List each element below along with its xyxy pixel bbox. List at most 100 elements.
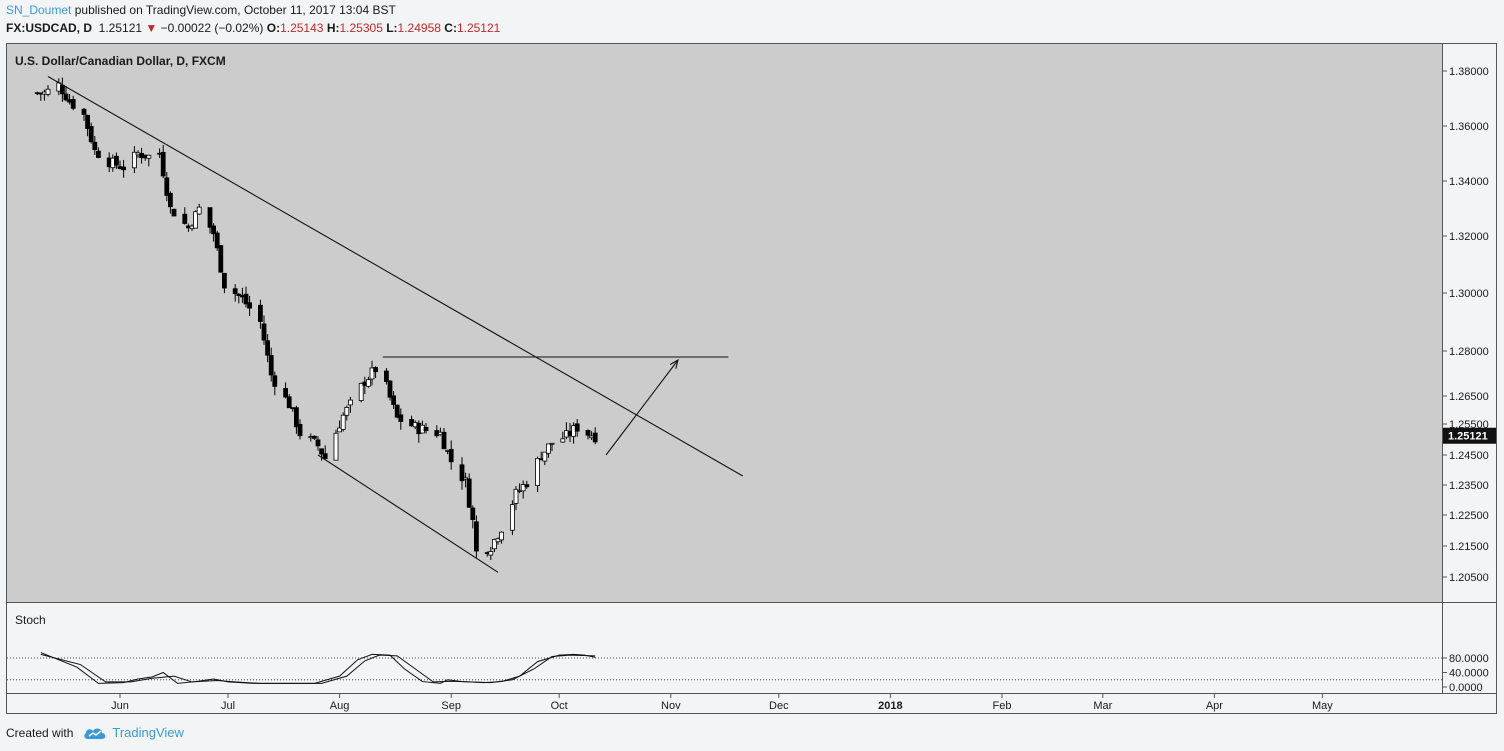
publish-info: SN_Doumet published on TradingView.com, … <box>6 3 396 17</box>
candle-body <box>383 370 389 382</box>
candle-body <box>423 426 429 432</box>
price-tick-label: 1.20500 <box>1449 572 1489 584</box>
candle-body <box>218 245 224 273</box>
candle-body <box>448 448 454 463</box>
candle-body <box>574 423 580 432</box>
candle-body <box>391 395 397 405</box>
stoch-k-line <box>40 652 596 684</box>
candle-body <box>232 288 238 295</box>
candle-body <box>243 293 249 305</box>
high-label: H: <box>326 21 340 35</box>
candle-body <box>463 477 469 480</box>
candle-body <box>398 414 404 422</box>
candle-body <box>171 208 177 217</box>
stoch-d-line <box>40 653 596 684</box>
candle-body <box>221 272 227 289</box>
candle-body <box>311 435 317 439</box>
main-pane <box>7 44 1442 602</box>
tradingview-logo[interactable]: TradingView <box>83 725 184 740</box>
candle-body <box>358 382 364 401</box>
time-tick-label: Apr <box>1206 700 1223 712</box>
symbol[interactable]: FX:USDCAD, D <box>6 21 92 35</box>
stoch-label: Stoch <box>15 613 46 627</box>
time-tick-label: 2018 <box>878 700 902 712</box>
candle-body <box>542 451 548 462</box>
low-label: L: <box>386 21 398 35</box>
author-link[interactable]: SN_Doumet <box>6 3 72 17</box>
footer: Created with TradingView <box>6 725 184 740</box>
candle-body <box>315 439 321 447</box>
low-value: 1.24958 <box>397 21 441 35</box>
candle-body <box>207 207 213 228</box>
tradingview-link[interactable]: TradingView <box>112 725 184 740</box>
open-value: 1.25143 <box>280 21 324 35</box>
candle-body <box>92 141 98 151</box>
candle-body <box>261 323 267 341</box>
candle-body <box>272 375 278 387</box>
price-axis[interactable] <box>1442 44 1496 693</box>
resistance-trendline[interactable] <box>47 76 744 477</box>
price-tick-label: 1.38000 <box>1449 66 1489 78</box>
candle-body <box>247 302 253 309</box>
symbol-info: FX:USDCAD, D 1.25121 ▼ −0.00022 (−0.02%)… <box>6 21 500 35</box>
candle-body <box>182 213 188 224</box>
open-label: O: <box>266 21 281 35</box>
stoch-tick-label: 40.0000 <box>1449 668 1489 680</box>
current-price-tag <box>1443 427 1496 444</box>
candle-body <box>441 431 447 450</box>
candle-body <box>470 507 476 520</box>
candle-body <box>369 367 375 380</box>
created-with-text: Created with <box>6 725 74 740</box>
candle-body <box>520 484 526 492</box>
time-tick-label: Dec <box>769 700 789 712</box>
candle-body <box>473 521 479 552</box>
candle-body <box>394 404 400 418</box>
candle-body <box>499 531 505 541</box>
down-triangle-icon: ▼ <box>145 21 158 35</box>
price-tick-label: 1.28000 <box>1449 346 1489 358</box>
price-tick-label: 1.23500 <box>1449 480 1489 492</box>
candle-body <box>592 432 598 443</box>
candle-body <box>88 126 94 143</box>
candle-body <box>60 84 65 95</box>
last-price: 1.25121 <box>98 21 143 35</box>
candle-body <box>344 406 350 416</box>
price-tick-label: 1.32000 <box>1449 231 1489 243</box>
time-tick-label: Mar <box>1093 700 1112 712</box>
candle-body <box>466 478 472 508</box>
candle-body <box>337 427 343 433</box>
close-label: C: <box>444 21 457 35</box>
stoch-tick-label: 0.0000 <box>1449 682 1483 694</box>
candle-body <box>549 442 555 445</box>
candle-body <box>513 488 519 504</box>
candle-body <box>546 443 551 454</box>
candle-body <box>585 429 591 436</box>
close-value: 1.25121 <box>456 21 501 35</box>
candle-body <box>214 232 220 249</box>
time-tick-label: Jun <box>111 700 129 712</box>
candle-body <box>459 464 465 482</box>
candle-body <box>322 453 328 459</box>
support-trendline[interactable] <box>317 454 499 573</box>
arrow-line[interactable] <box>605 359 679 456</box>
candle-body <box>63 93 69 101</box>
candle-body <box>365 379 371 387</box>
candle-body <box>196 206 202 215</box>
candle-body <box>268 355 274 376</box>
price-tick-label: 1.24500 <box>1449 450 1489 462</box>
price-tick-label: 1.22500 <box>1449 510 1489 522</box>
candle-body <box>283 388 289 398</box>
arrow-head <box>669 358 679 369</box>
candle-body <box>81 108 87 115</box>
candle-body <box>211 225 217 235</box>
candle-body <box>167 192 173 208</box>
candle-body <box>560 438 566 443</box>
price-change: −0.00022 (−0.02%) <box>160 21 264 35</box>
cloud-icon <box>84 728 106 739</box>
candle-body <box>488 551 494 556</box>
time-tick-label: Jul <box>221 700 235 712</box>
candle-body <box>340 414 346 430</box>
candle-body <box>297 423 303 437</box>
time-tick-label: Feb <box>993 700 1012 712</box>
